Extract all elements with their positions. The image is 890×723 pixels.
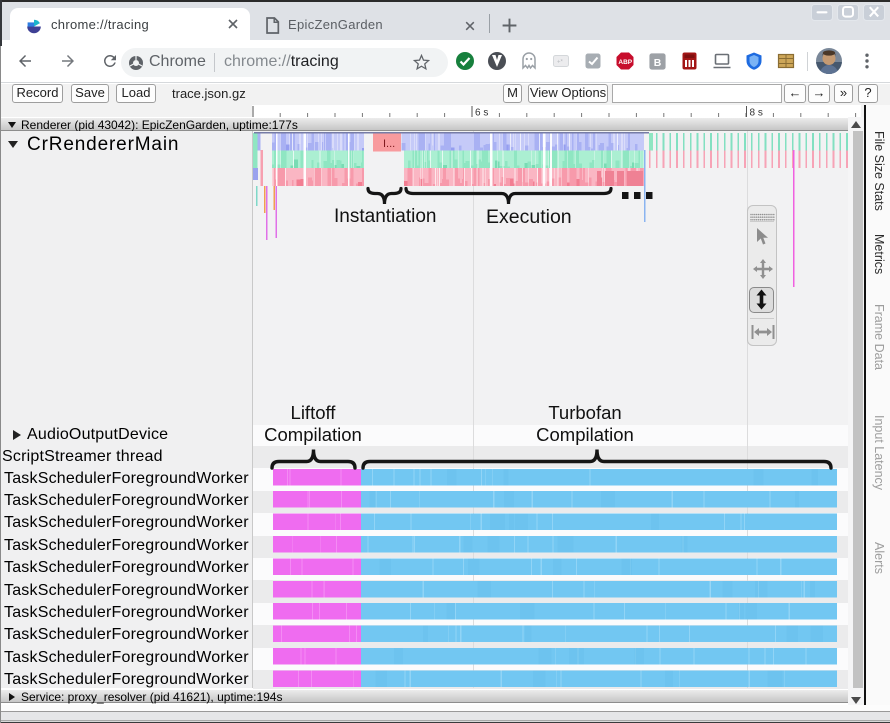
svg-text:ABP: ABP [618,59,632,66]
svg-text:I...: I... [383,138,395,150]
svg-text:8 s: 8 s [750,108,763,119]
svg-text:6 s: 6 s [475,108,488,119]
svg-text:+*: +* [557,60,564,66]
svg-text:B: B [654,58,662,69]
